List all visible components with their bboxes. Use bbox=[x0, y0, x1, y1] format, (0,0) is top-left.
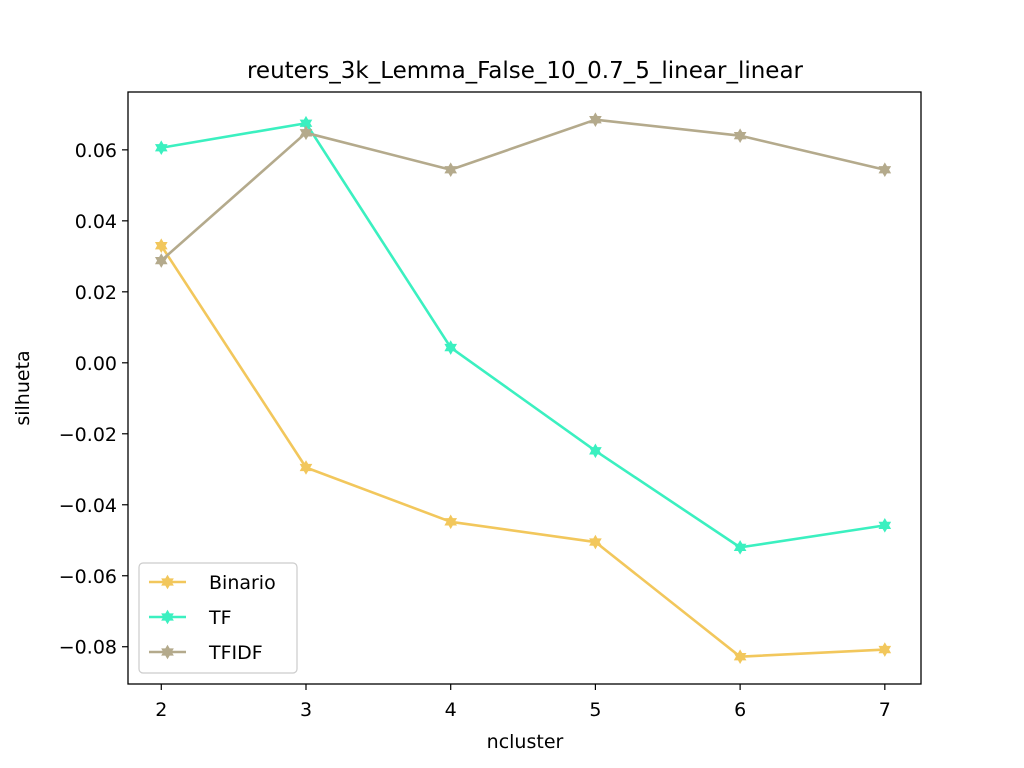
legend-marker-binario bbox=[161, 574, 174, 590]
series-layer bbox=[154, 112, 892, 664]
x-tick-label: 7 bbox=[879, 699, 891, 721]
data-point-tf bbox=[589, 443, 602, 459]
data-point-tf bbox=[733, 540, 747, 555]
series-line-binario bbox=[160, 244, 885, 658]
data-point-tfidf bbox=[733, 128, 747, 143]
data-point-tfidf bbox=[589, 112, 602, 127]
data-point-binario bbox=[589, 534, 602, 550]
y-tick-label: 0.06 bbox=[75, 140, 117, 162]
data-point-tfidf bbox=[299, 125, 313, 141]
data-point-binario bbox=[733, 649, 747, 664]
data-point-binario bbox=[444, 514, 458, 530]
x-tick-label: 6 bbox=[734, 699, 746, 721]
data-point-tf bbox=[154, 140, 168, 156]
x-tick-label: 3 bbox=[300, 699, 312, 721]
x-tick-label: 5 bbox=[589, 699, 601, 721]
chart-title: reuters_3k_Lemma_False_10_0.7_5_linear_l… bbox=[247, 58, 804, 84]
y-axis-label: silhueta bbox=[12, 350, 34, 425]
y-tick-label: −0.02 bbox=[59, 424, 117, 446]
y-tick-label: −0.06 bbox=[59, 566, 117, 588]
legend-marker-tfidf bbox=[161, 644, 174, 660]
series-line-tfidf bbox=[160, 118, 886, 262]
y-tick-label: 0.02 bbox=[75, 282, 117, 304]
data-point-binario bbox=[154, 238, 168, 253]
data-point-binario bbox=[878, 642, 892, 657]
series-line-tf bbox=[161, 121, 886, 549]
x-tick-label: 4 bbox=[445, 699, 457, 721]
y-axis: 0.06 0.04 0.02 0.00 −0.02 −0.04 −0.06 −0.08 bbox=[59, 140, 128, 659]
data-point-tf bbox=[444, 340, 458, 355]
y-tick-label: 0.00 bbox=[75, 353, 117, 375]
data-point-tfidf bbox=[444, 162, 458, 178]
legend-box bbox=[138, 562, 298, 674]
legend: Binario TF TFIDF bbox=[138, 562, 298, 674]
legend-marker-tf bbox=[161, 609, 174, 625]
x-axis-label: ncluster bbox=[487, 731, 564, 753]
x-tick-label: 2 bbox=[155, 699, 167, 721]
y-tick-label: −0.04 bbox=[59, 495, 117, 517]
y-tick-label: 0.04 bbox=[75, 211, 117, 233]
legend-label-tf: TF bbox=[208, 607, 232, 629]
data-point-tfidf bbox=[154, 253, 168, 268]
y-tick-label: −0.08 bbox=[59, 637, 117, 659]
data-point-tf bbox=[878, 518, 892, 533]
data-point-tfidf bbox=[878, 162, 892, 178]
legend-label-binario: Binario bbox=[209, 572, 276, 594]
data-point-binario bbox=[299, 460, 313, 475]
legend-label-tfidf: TFIDF bbox=[208, 642, 263, 664]
x-axis: 2 3 4 5 6 7 bbox=[155, 684, 891, 721]
plot-area-frame bbox=[127, 91, 922, 685]
